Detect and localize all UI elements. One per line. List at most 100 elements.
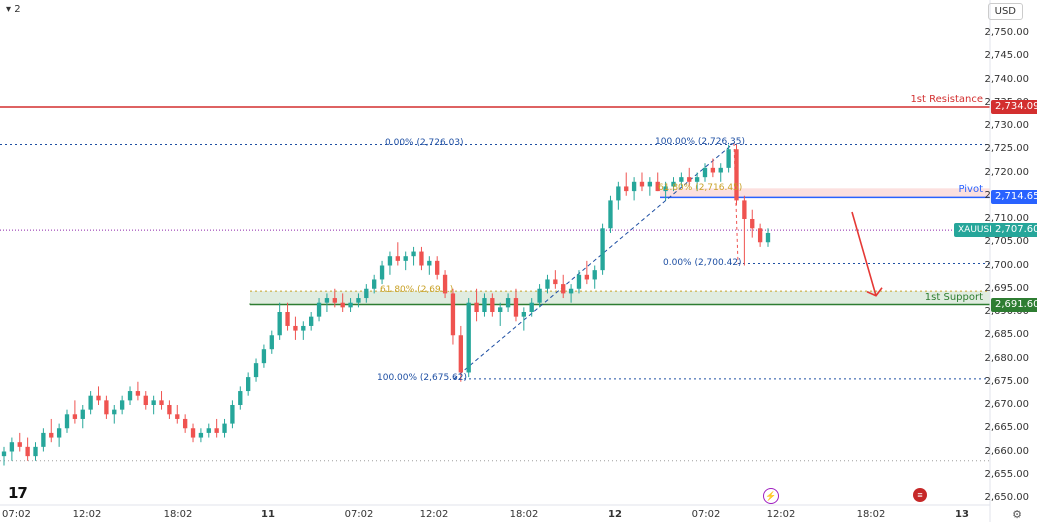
pivot-label: Pivot	[958, 184, 983, 196]
currency-button[interactable]: USD	[987, 3, 1023, 20]
fib-annotation: 61.80% (2,716.45)	[658, 183, 743, 193]
candle	[127, 386, 133, 405]
resistance-price-badge: 2,734.09	[991, 99, 1037, 114]
candle	[1, 446, 7, 466]
candle	[710, 158, 716, 178]
candle	[631, 177, 637, 201]
time-tick-label: 12:02	[419, 509, 449, 520]
time-tick-label: 18:02	[856, 509, 886, 520]
lightning-event-icon[interactable]: ⚡	[763, 488, 779, 504]
candle	[135, 381, 141, 401]
candle	[608, 195, 613, 233]
candle	[639, 172, 645, 192]
price-tick-label: 2,675.00	[984, 375, 1029, 387]
candle	[253, 358, 259, 382]
candle	[17, 432, 22, 452]
candle	[340, 293, 345, 312]
candle	[624, 172, 629, 196]
candle	[190, 423, 196, 443]
price-tick-label: 2,740.00	[984, 73, 1029, 85]
candle	[49, 418, 54, 443]
candle	[513, 288, 519, 322]
candle	[490, 293, 495, 317]
price-tick-label: 2,650.00	[984, 492, 1029, 503]
tradingview-logo-icon[interactable]: 17	[8, 484, 28, 502]
candle	[718, 163, 723, 182]
candle	[143, 391, 148, 410]
candle	[159, 391, 164, 410]
candle	[702, 163, 708, 182]
candle	[119, 395, 125, 415]
candle	[309, 312, 314, 331]
fib-annotation: 100.00% (2,675.62)	[377, 372, 468, 383]
candle	[104, 395, 109, 419]
fib-annotation: 100.00% (2,726.35)	[655, 136, 746, 147]
time-tick-label: 18:02	[509, 509, 539, 520]
candle	[545, 274, 550, 294]
candle	[364, 284, 369, 303]
fib-annotation: 0.00% (2,700.42)	[663, 257, 742, 268]
candle	[537, 284, 542, 308]
resistance-label: 1st Resistance	[910, 93, 983, 105]
candle	[600, 223, 605, 275]
support-zone	[250, 291, 990, 305]
candle	[553, 270, 558, 289]
candle	[379, 260, 385, 285]
candle	[403, 251, 408, 271]
fib-annotation: 0.00% (2,726.03)	[385, 138, 464, 149]
candle	[198, 428, 204, 443]
candle	[529, 298, 534, 317]
candle	[474, 288, 479, 322]
candle	[765, 228, 771, 247]
support-label: 1st Support	[924, 291, 983, 303]
time-tick-label: 12:02	[766, 509, 796, 520]
candle	[293, 316, 298, 340]
price-tick-label: 2,725.00	[984, 143, 1029, 155]
candle	[419, 246, 424, 271]
settings-gear-icon[interactable]: ⚙	[1012, 509, 1022, 521]
candle	[505, 293, 511, 312]
projection-arrow	[851, 211, 877, 296]
candle	[96, 386, 101, 405]
us-flag-event-icon[interactable]: ≡	[913, 488, 927, 502]
candle	[458, 325, 463, 382]
candle	[694, 172, 700, 192]
candle	[576, 270, 582, 294]
candle	[222, 418, 227, 438]
price-tick-label: 2,660.00	[984, 445, 1029, 457]
pivot-price-badge: 2,714.65	[991, 190, 1037, 205]
last_price-price-badge: 2,707.60	[991, 223, 1037, 238]
candle	[663, 181, 668, 201]
candle	[324, 293, 330, 312]
candle	[56, 423, 62, 447]
candle	[734, 144, 739, 206]
interval-label: 2	[14, 4, 21, 15]
price-tick-label: 2,750.00	[984, 27, 1029, 38]
candle	[269, 330, 274, 354]
price-tick-label: 2,670.00	[984, 399, 1029, 410]
candle	[521, 307, 527, 331]
time-tick-label: 07:02	[691, 509, 721, 520]
interval-button[interactable]: ▾ 2	[6, 4, 21, 15]
price-tick-label: 2,720.00	[984, 166, 1029, 178]
candle	[427, 256, 432, 275]
pivot-zone	[660, 188, 990, 198]
price-tick-label: 2,700.00	[984, 259, 1029, 271]
candle	[411, 246, 416, 266]
support-price-badge: 2,691.60	[991, 297, 1037, 312]
time-tick-label: 12	[608, 509, 622, 520]
candle	[395, 242, 400, 266]
candle	[561, 274, 566, 299]
candle	[9, 437, 15, 461]
candle	[41, 428, 46, 452]
candle	[348, 298, 353, 312]
time-tick-label: 12:02	[72, 509, 102, 520]
price-tick-label: 2,710.00	[984, 213, 1029, 224]
candle	[498, 302, 503, 326]
price-tick-label: 2,745.00	[984, 50, 1029, 62]
candle	[655, 172, 660, 192]
candle	[757, 223, 763, 247]
candle	[230, 400, 235, 429]
candle	[214, 418, 219, 438]
